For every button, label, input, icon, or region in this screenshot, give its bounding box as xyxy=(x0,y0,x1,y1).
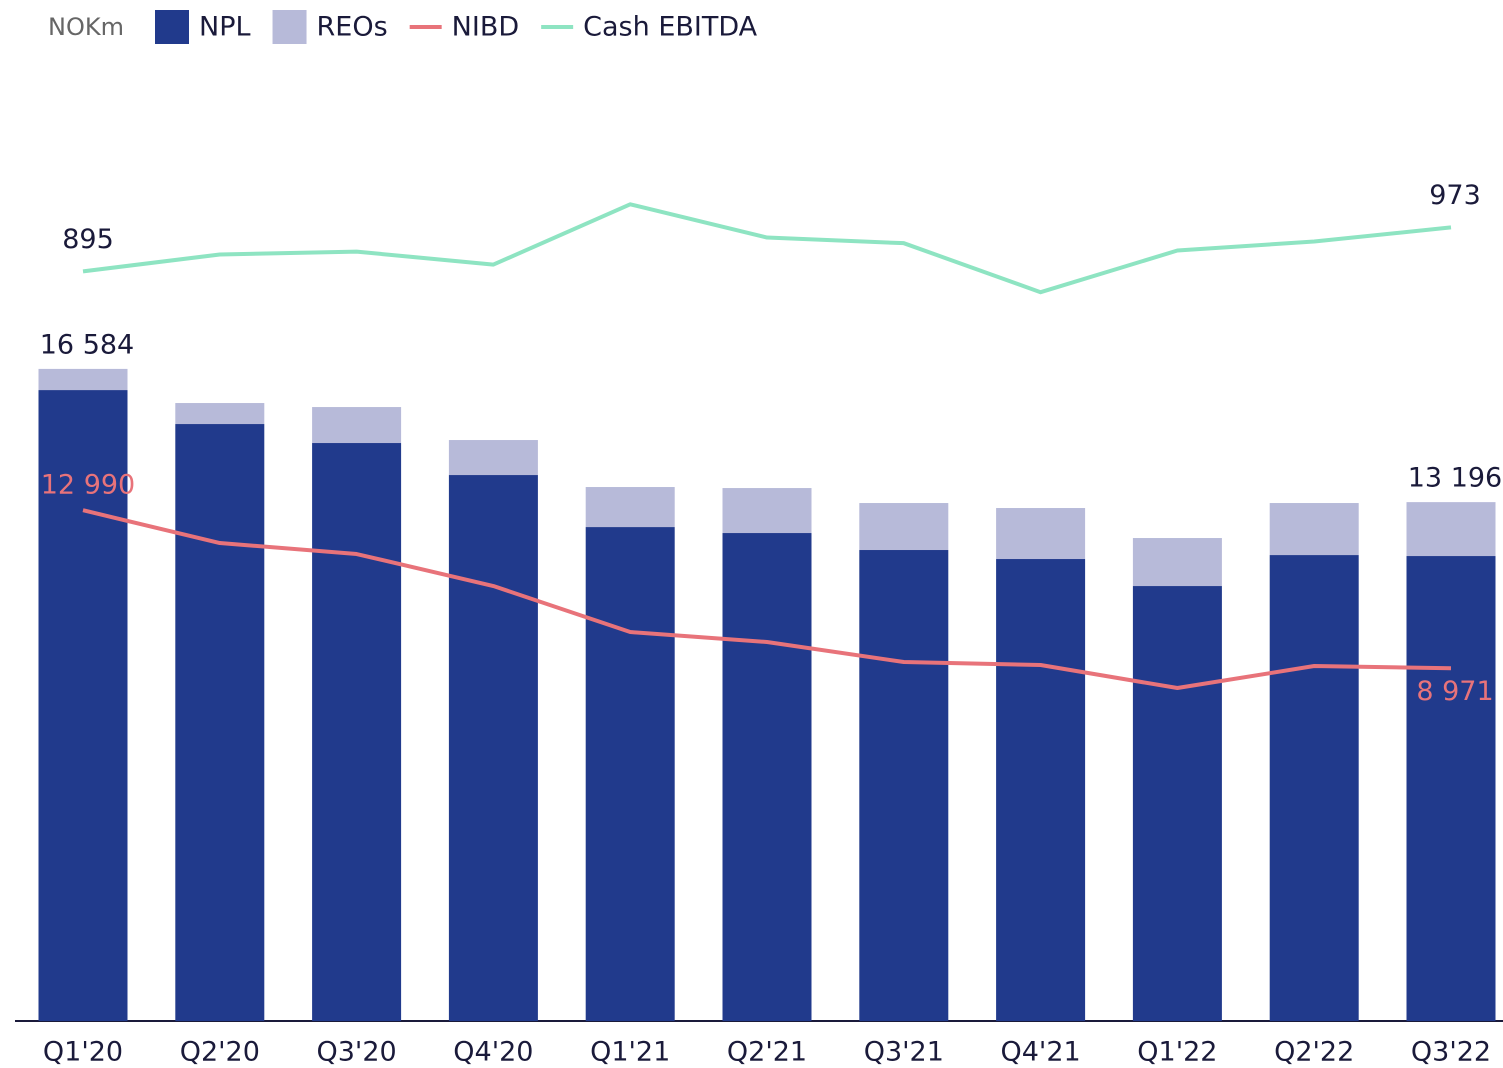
bar xyxy=(1132,586,1222,1021)
bar xyxy=(1269,503,1359,556)
bar xyxy=(859,503,949,551)
bar xyxy=(859,550,949,1021)
bar xyxy=(448,475,538,1021)
bar xyxy=(312,407,402,444)
bar xyxy=(1132,538,1222,587)
line xyxy=(82,508,1452,691)
bar xyxy=(312,443,402,1021)
line xyxy=(82,202,1452,295)
unit-label: NOKm xyxy=(48,13,124,41)
x-tick-label: Q2'22 xyxy=(1274,1037,1354,1068)
bar xyxy=(585,487,675,528)
bar xyxy=(448,440,538,476)
bar xyxy=(996,559,1086,1021)
x-tick-label: Q1'20 xyxy=(43,1037,123,1068)
bar xyxy=(722,488,812,534)
bar xyxy=(38,368,128,391)
x-tick-label: Q2'20 xyxy=(180,1037,260,1068)
legend-swatch xyxy=(272,10,307,44)
legend-label: Cash EBITDA xyxy=(583,12,758,43)
legend-swatch xyxy=(155,10,189,44)
total-label: 13 196 xyxy=(1408,463,1502,494)
bar xyxy=(1406,556,1496,1021)
legend-label: REOs xyxy=(317,12,388,43)
bar xyxy=(38,390,128,1021)
bar xyxy=(585,527,675,1021)
x-tick-label: Q1'21 xyxy=(590,1037,670,1068)
legend-label: NIBD xyxy=(452,12,519,43)
x-tick-label: Q3'21 xyxy=(864,1037,944,1068)
bar xyxy=(996,508,1086,560)
data-label: 12 990 xyxy=(41,470,135,501)
bar xyxy=(1406,502,1496,557)
bar xyxy=(175,403,265,425)
total-label: 16 584 xyxy=(40,329,134,360)
legend-label: NPL xyxy=(199,12,251,43)
x-tick-label: Q4'21 xyxy=(1000,1037,1080,1068)
bar xyxy=(175,424,265,1021)
x-tick-label: Q3'20 xyxy=(316,1037,396,1068)
x-tick-label: Q2'21 xyxy=(727,1037,807,1068)
x-tick-label: Q3'22 xyxy=(1411,1037,1491,1068)
bar xyxy=(1269,555,1359,1021)
x-tick-label: Q4'20 xyxy=(453,1037,533,1068)
data-label: 895 xyxy=(62,224,114,255)
bar xyxy=(722,533,812,1021)
x-tick-label: Q1'22 xyxy=(1137,1037,1217,1068)
data-label: 8 971 xyxy=(1416,676,1493,707)
data-label: 973 xyxy=(1429,180,1481,211)
